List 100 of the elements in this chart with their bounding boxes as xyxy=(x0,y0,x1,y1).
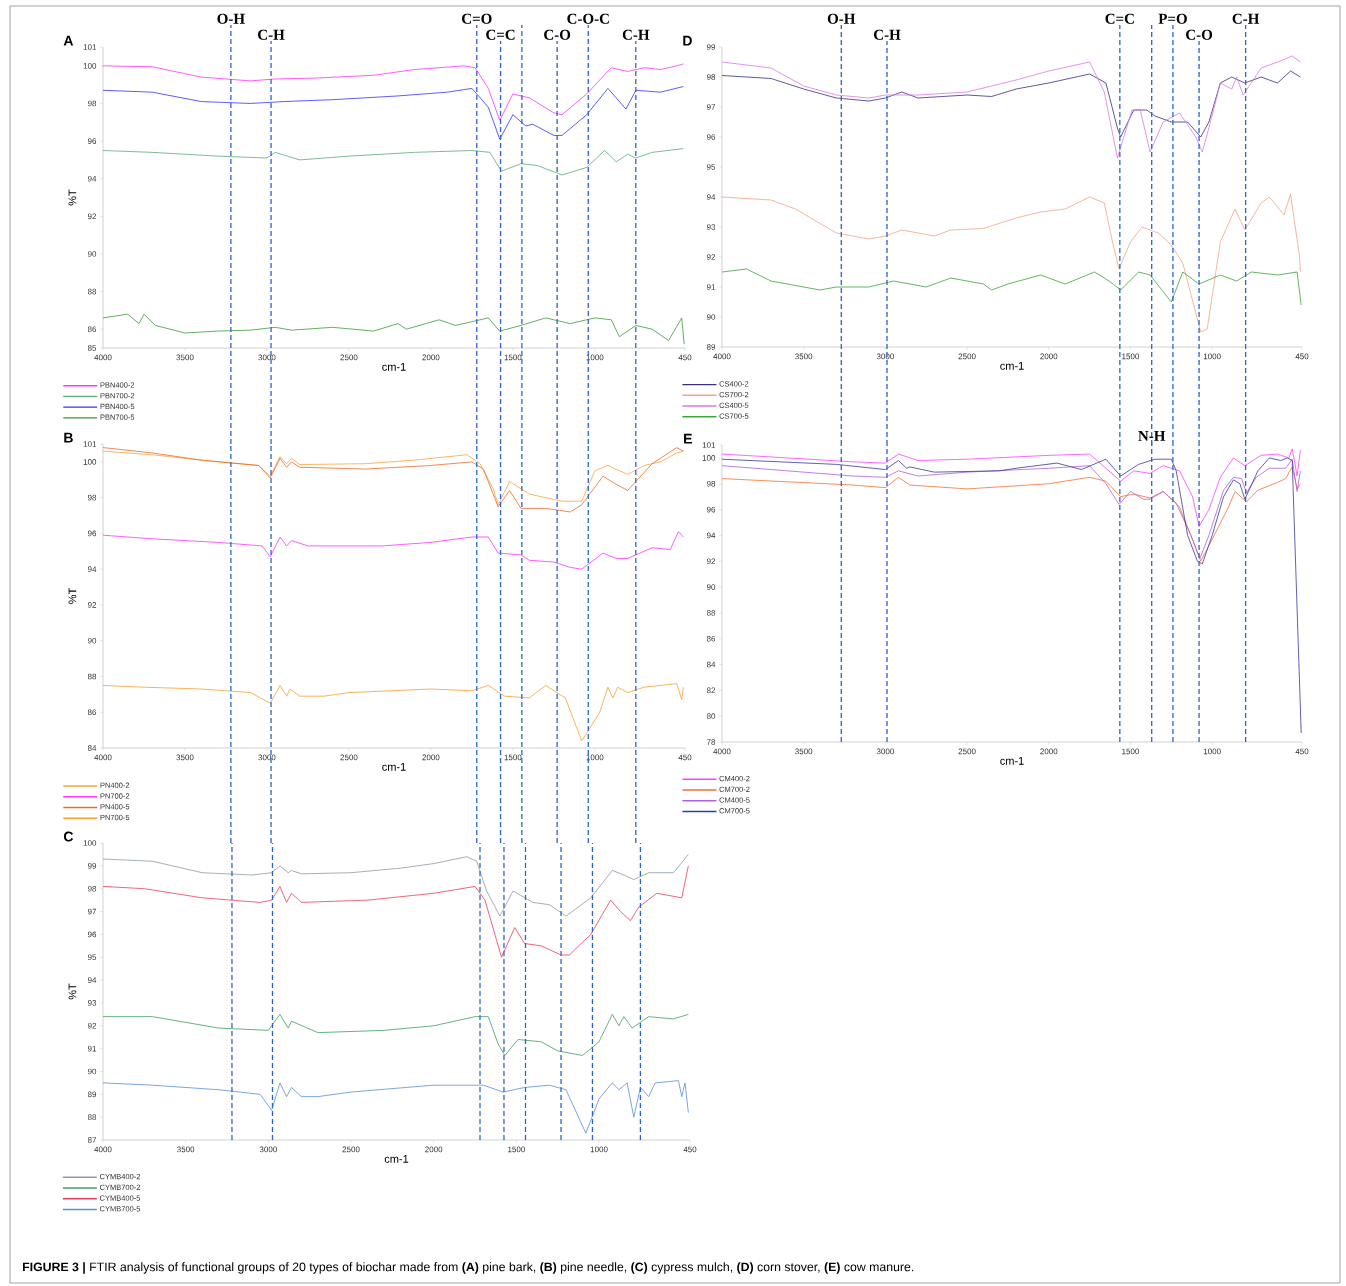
x-tick-label: 4000 xyxy=(713,353,731,360)
y-tick-label: 94 xyxy=(87,175,97,182)
x-tick-label: 1500 xyxy=(508,1146,525,1153)
x-tick-label: 2000 xyxy=(425,1146,443,1153)
y-tick-label: 93 xyxy=(706,224,716,230)
ref-line-label: C-O-C xyxy=(567,13,609,24)
x-tick-label: 450 xyxy=(678,354,692,361)
x-tick-label: 3500 xyxy=(795,748,813,755)
ref-line-label: C-H xyxy=(874,29,901,40)
x-tick-label: 2000 xyxy=(1040,353,1058,360)
y-tick-label: 84 xyxy=(87,745,97,751)
y-tick-label: 92 xyxy=(706,254,716,260)
y-tick-label: 99 xyxy=(706,44,716,50)
y-tick-label: 93 xyxy=(87,1000,97,1006)
y-tick-label: 88 xyxy=(87,288,97,295)
y-tick-label: 94 xyxy=(87,566,97,573)
ref-line-label: N-H xyxy=(1138,431,1166,441)
y-tick-label: 91 xyxy=(87,1045,97,1052)
y-tick-label: 100 xyxy=(83,459,97,465)
x-tick-label: 1500 xyxy=(1122,748,1140,755)
x-tick-label: 2500 xyxy=(340,754,358,761)
y-tick-label: 92 xyxy=(87,602,97,608)
y-tick-label: 89 xyxy=(706,344,716,350)
y-tick-label: 96 xyxy=(87,530,97,537)
y-tick-label: 95 xyxy=(87,954,97,961)
x-tick-label: 3500 xyxy=(177,1146,195,1153)
ref-line-label: C-H xyxy=(258,29,285,40)
x-tick-label: 1000 xyxy=(1203,748,1221,755)
y-tick-label: 96 xyxy=(87,138,97,144)
x-tick-label: 1500 xyxy=(504,754,522,761)
x-tick-label: 3000 xyxy=(258,354,276,361)
chart-title: C xyxy=(63,831,74,842)
x-tick-label: 450 xyxy=(678,754,692,761)
x-tick-label: 4000 xyxy=(94,1146,112,1153)
x-tick-label: 3000 xyxy=(876,353,894,360)
x-tick-label: 2500 xyxy=(342,1146,360,1153)
y-tick-label: 100 xyxy=(83,840,97,846)
y-tick-label: 92 xyxy=(87,213,97,220)
x-tick-label: 1000 xyxy=(586,754,604,761)
y-tick-label: 96 xyxy=(706,134,716,140)
x-axis-title: cm-1 xyxy=(382,363,406,371)
y-tick-label: 98 xyxy=(87,494,97,501)
ref-line-label: O-H xyxy=(217,13,245,24)
x-tick-label: 2000 xyxy=(1040,748,1058,755)
y-tick-label: 88 xyxy=(706,610,716,616)
x-tick-label: 3000 xyxy=(876,748,894,755)
x-tick-label: 1500 xyxy=(504,354,522,361)
x-tick-label: 1000 xyxy=(586,354,604,361)
y-tick-label: 89 xyxy=(87,1091,97,1098)
x-tick-label: 4000 xyxy=(713,748,731,755)
x-tick-label: 4000 xyxy=(94,754,112,761)
x-tick-label: 1500 xyxy=(1122,353,1140,360)
x-tick-label: 450 xyxy=(1295,748,1309,755)
x-tick-label: 450 xyxy=(1295,353,1309,360)
y-tick-label: 95 xyxy=(706,164,716,170)
y-tick-label: 85 xyxy=(87,345,97,351)
y-tick-label: 97 xyxy=(706,104,716,110)
y-tick-label: 101 xyxy=(83,441,97,447)
chart-title: D xyxy=(683,35,692,46)
y-axis-title: %T xyxy=(68,983,77,1000)
x-tick-label: 1000 xyxy=(1203,353,1221,360)
x-tick-label: 3500 xyxy=(176,354,194,361)
x-tick-label: 2500 xyxy=(958,353,976,360)
y-tick-label: 88 xyxy=(87,673,97,680)
y-tick-label: 84 xyxy=(706,661,716,668)
y-tick-label: 91 xyxy=(706,284,716,290)
x-tick-label: 450 xyxy=(683,1146,697,1153)
x-tick-label: 2500 xyxy=(958,748,976,755)
y-tick-label: 86 xyxy=(87,326,97,333)
x-tick-label: 3500 xyxy=(795,353,813,360)
y-axis-title: %T xyxy=(68,189,77,206)
ref-line-label: C-O xyxy=(1186,29,1213,40)
y-tick-label: 99 xyxy=(87,863,97,869)
ref-line-label: O-H xyxy=(827,13,856,24)
y-tick-label: 96 xyxy=(87,931,97,938)
x-tick-label: 1000 xyxy=(590,1146,608,1153)
y-tick-label: 90 xyxy=(706,314,716,320)
y-tick-label: 96 xyxy=(706,506,716,513)
chart-title: E xyxy=(684,433,692,444)
ref-line-label: C=C xyxy=(1105,13,1134,24)
y-tick-label: 78 xyxy=(706,739,716,745)
y-tick-label: 98 xyxy=(706,480,716,487)
x-tick-label: 2000 xyxy=(422,354,440,361)
y-tick-label: 101 xyxy=(702,442,716,448)
x-tick-label: 3500 xyxy=(176,754,194,761)
y-tick-label: 82 xyxy=(706,687,716,694)
y-tick-label: 98 xyxy=(87,885,97,892)
y-tick-label: 90 xyxy=(87,637,97,644)
x-tick-label: 4000 xyxy=(94,354,112,361)
y-tick-label: 86 xyxy=(87,709,97,716)
y-tick-label: 88 xyxy=(87,1114,97,1120)
y-tick-label: 98 xyxy=(87,100,97,107)
y-axis-title: %T xyxy=(68,588,77,604)
y-tick-label: 92 xyxy=(87,1022,97,1029)
y-tick-label: 100 xyxy=(702,455,716,461)
y-tick-label: 90 xyxy=(87,251,97,257)
y-tick-label: 92 xyxy=(706,558,716,565)
x-axis-title: cm-1 xyxy=(1000,362,1024,370)
y-tick-label: 98 xyxy=(706,74,716,80)
y-tick-label: 87 xyxy=(87,1137,97,1143)
